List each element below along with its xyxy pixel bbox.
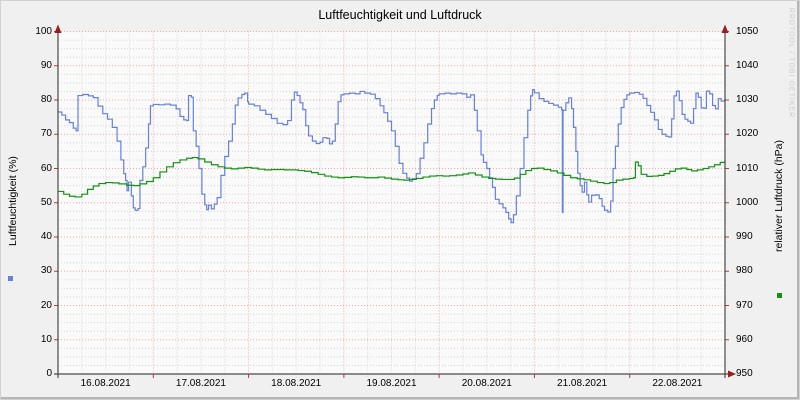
y-right-tick-label: 960	[736, 333, 753, 345]
x-axis-arrow	[728, 370, 736, 378]
right-axis-arrow	[721, 24, 729, 33]
left-axis-arrow	[54, 24, 62, 33]
y-right-tick-label: 1010	[736, 162, 759, 174]
y-right-tick-label: 980	[736, 265, 753, 277]
humidity-series-line	[58, 89, 726, 224]
x-date-tick-label: 17.08.2021	[175, 378, 226, 389]
y-left-tick-label: 50	[40, 196, 52, 208]
y-right-tick-label: 1030	[736, 94, 759, 105]
pressure-series-line	[58, 156, 726, 198]
y-right-tick-label: 970	[736, 299, 753, 311]
x-date-tick-label: 22.08.2021	[652, 378, 703, 389]
y-right-tick-label: 1040	[736, 59, 759, 71]
y-left-tick-label: 80	[40, 94, 52, 105]
y-left-tick-label: 90	[40, 59, 52, 71]
chart-title: Luftfeuchtigkeit und Luftdruck	[318, 8, 482, 22]
y-left-tick-label: 20	[40, 299, 52, 311]
y-left-tick-label: 60	[40, 162, 52, 174]
x-date-tick-label: 20.08.2021	[461, 378, 512, 389]
y-right-tick-label: 1050	[736, 25, 759, 37]
pressure-legend-marker	[777, 293, 782, 298]
y-right-tick-label: 950	[736, 368, 753, 379]
x-date-tick-label: 16.08.2021	[80, 378, 131, 389]
y-left-tick-label: 10	[40, 333, 52, 345]
y-left-tick-label: 0	[46, 368, 52, 379]
y-left-tick-label: 100	[35, 25, 52, 37]
y-left-tick-label: 30	[40, 265, 52, 277]
x-date-tick-label: 18.08.2021	[271, 378, 322, 389]
x-date-tick-label: 21.08.2021	[557, 378, 608, 389]
y-left-tick-label: 40	[40, 231, 52, 242]
humidity-legend-marker	[8, 276, 13, 281]
y-right-tick-label: 1020	[736, 128, 759, 140]
x-date-tick-label: 19.08.2021	[366, 378, 417, 389]
y-right-tick-label: 990	[736, 231, 753, 242]
y-left-tick-label: 70	[40, 128, 52, 140]
y-right-tick-label: 1000	[736, 196, 759, 208]
